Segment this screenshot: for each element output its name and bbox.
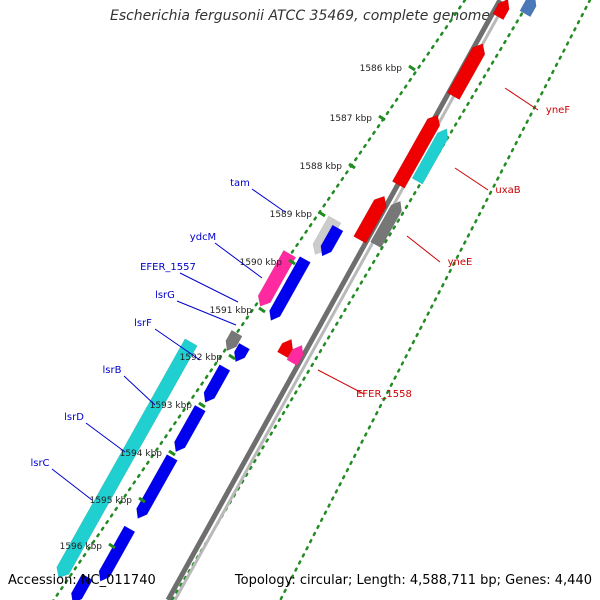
accession-text: Accession: NC_011740	[8, 573, 156, 588]
label-leader	[251, 188, 286, 213]
label-leader	[85, 422, 126, 453]
ydcM-gene	[320, 224, 344, 257]
tick-label: 1592 kbp	[180, 353, 223, 363]
gene-label: lsrD	[64, 412, 84, 423]
lsrD-gene	[174, 404, 206, 453]
lsrC-gene	[136, 454, 178, 519]
label-leader	[317, 369, 365, 395]
lsrB-gene	[203, 364, 231, 403]
gene-label: EFER_1558	[356, 389, 412, 400]
tick-label: 1596 kbp	[60, 542, 103, 552]
gene-label: EFER_1557	[140, 262, 196, 273]
yneF-gene	[446, 43, 486, 100]
label-leader	[51, 468, 93, 501]
tick-mark	[378, 114, 386, 122]
tick-mark	[348, 162, 356, 170]
lsrG-gene	[269, 256, 311, 321]
cyan-track-block	[56, 338, 198, 579]
gene-label: lsrG	[155, 290, 175, 301]
label-leader	[179, 272, 239, 303]
tick-marks: 1586 kbp 1587 kbp 1588 kbp 1589 kbp 1590 kbp…	[60, 64, 416, 552]
backbone-strand	[173, 0, 509, 600]
tick-label: 1588 kbp	[300, 162, 343, 172]
tick-mark	[318, 210, 326, 218]
tick-label: 1589 kbp	[270, 210, 313, 220]
genome-summary: Topology: circular; Length: 4,588,711 bp…	[234, 573, 592, 588]
uxaB-gene	[411, 128, 449, 185]
tick-mark	[228, 353, 236, 361]
extra-blue-gene	[71, 573, 93, 600]
lsrF-gene	[225, 329, 243, 352]
EFER_1558-pink-gene	[286, 344, 304, 367]
top-red-gene	[492, 0, 510, 21]
gene-label: tam	[230, 178, 250, 189]
tick-mark	[138, 496, 146, 504]
label-leader	[214, 242, 263, 279]
tick-mark	[408, 64, 416, 72]
gene-label: ydcM	[190, 232, 216, 243]
tick-label: 1590 kbp	[240, 258, 283, 268]
tick-mark	[288, 258, 296, 266]
gene-label: lsrF	[134, 318, 152, 329]
gene-label: lsrC	[30, 458, 49, 469]
tick-label: 1586 kbp	[360, 64, 403, 74]
yneE-gene	[353, 195, 387, 244]
backbone	[165, 0, 509, 600]
label-leader	[406, 235, 441, 263]
map-title: Escherichia fergusonii ATCC 35469, compl…	[109, 8, 491, 24]
gene-label: lsrB	[103, 365, 122, 376]
gene-label: yneF	[546, 105, 570, 116]
tick-mark	[198, 401, 206, 409]
tick-mark	[108, 542, 116, 550]
dotted-guide-line	[52, 0, 467, 600]
label-leader	[504, 87, 539, 111]
tick-label: 1595 kbp	[90, 496, 133, 506]
gene-labels: tam ydcM EFER_1557 lsrG lsrF lsrB lsrD lsrC yneF…	[30, 87, 570, 501]
tick-label: 1587 kbp	[330, 114, 373, 124]
gene-features	[56, 0, 537, 600]
gene-label: yneE	[448, 257, 473, 268]
dotted-guide-line	[278, 0, 592, 600]
lsrF-blue-gene	[234, 342, 250, 363]
tick-mark	[168, 449, 176, 457]
label-leader	[123, 375, 156, 406]
yneF-second-gene	[391, 114, 441, 189]
tick-label: 1594 kbp	[120, 449, 163, 459]
backbone-strand	[165, 0, 503, 600]
EFER_1557-gene	[257, 250, 297, 307]
yneE-gray-gene	[370, 200, 402, 249]
label-leader	[176, 300, 237, 326]
label-leader	[454, 167, 489, 191]
EFER_1558-gene	[277, 338, 293, 359]
label-leader	[154, 328, 201, 361]
tick-mark	[258, 306, 266, 314]
tick-label: 1591 kbp	[210, 306, 253, 316]
top-blue-gene	[519, 0, 537, 18]
gene-label: uxaB	[495, 185, 520, 196]
lsrA-gene	[98, 525, 136, 582]
tick-label: 1593 kbp	[150, 401, 193, 411]
